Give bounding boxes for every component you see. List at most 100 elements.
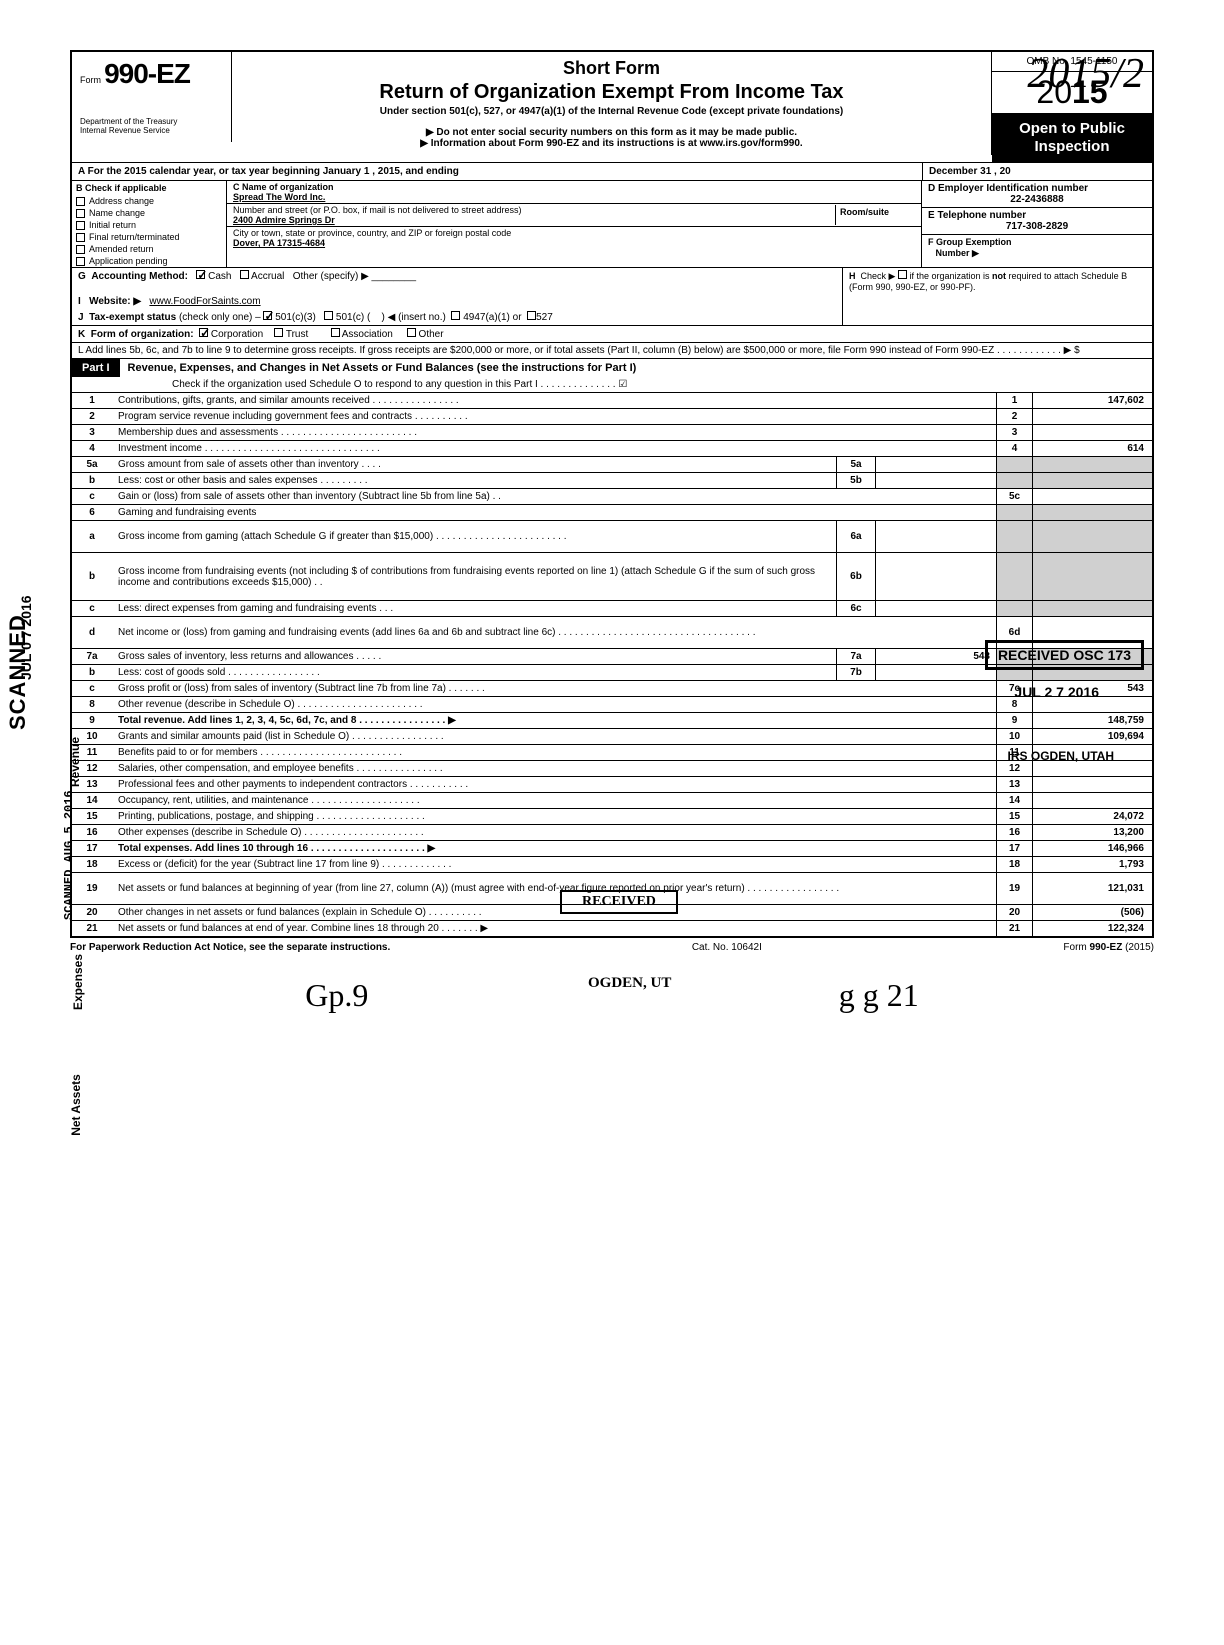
calendar-year-end: December 31 , 20 [922,163,1152,180]
side-label-net-assets: Net Assets [69,1074,83,1136]
check-cash[interactable] [196,270,205,279]
check-pending[interactable] [76,257,85,266]
form-number: 990-EZ [104,58,190,89]
desc-1: Contributions, gifts, grants, and simila… [112,393,996,408]
label-amended: Amended return [89,244,154,254]
check-association[interactable] [331,328,340,337]
received-stamp: RECEIVED [560,890,678,914]
desc-19: Net assets or fund balances at beginning… [112,873,996,904]
num-19: 19 [72,873,112,904]
check-initial[interactable] [76,221,85,230]
phone: 717-308-2829 [928,221,1146,232]
label-org-name: C Name of organization [233,182,334,192]
check-501c3[interactable] [263,311,272,320]
desc-10: Grants and similar amounts paid (list in… [112,729,996,744]
desc-6a: Gross income from gaming (attach Schedul… [112,521,836,552]
desc-2: Program service revenue including govern… [112,409,996,424]
side-label-revenue: Revenue [68,737,82,787]
desc-9: Total revenue. Add lines 1, 2, 3, 4, 5c,… [112,713,996,728]
check-name[interactable] [76,209,85,218]
box-15: 15 [996,809,1032,824]
num-5b: b [72,473,112,488]
irs-ogden-stamp: IRS OGDEN, UTAH [998,745,1124,767]
inval-7b [876,665,996,680]
desc-5b: Less: cost or other basis and sales expe… [112,473,836,488]
address: 2400 Admire Springs Dr [233,215,335,225]
val-16: 13,200 [1032,825,1152,840]
box-20: 20 [996,905,1032,920]
info-ssn: ▶ Do not enter social security numbers o… [240,127,983,138]
check-address[interactable] [76,197,85,206]
num-7c: c [72,681,112,696]
box-6-shade [996,505,1032,520]
val-2 [1032,409,1152,424]
num-6c: c [72,601,112,616]
desc-7a: Gross sales of inventory, less returns a… [112,649,836,664]
desc-17: Total expenses. Add lines 10 through 16 … [112,841,996,856]
num-3: 3 [72,425,112,440]
row-a-calendar-year: A For the 2015 calendar year, or tax yea… [70,163,1154,181]
inval-5a [876,457,996,472]
col-b-checkboxes: B Check if applicable Address change Nam… [72,181,227,267]
desc-6b: Gross income from fundraising events (no… [112,553,836,600]
box-21: 21 [996,921,1032,936]
num-14: 14 [72,793,112,808]
accounting-method: G Accounting Method: Cash Accrual Other … [72,268,842,294]
num-17: 17 [72,841,112,856]
check-final[interactable] [76,233,85,242]
row-j: J Tax-exempt status (check only one) – 5… [70,309,1154,326]
val-19: 121,031 [1032,873,1152,904]
check-other[interactable] [407,328,416,337]
desc-5a: Gross amount from sale of assets other t… [112,457,836,472]
website: I Website: ▶ www.FoodForSaints.com [72,294,842,309]
check-corporation[interactable] [199,328,208,337]
num-6: 6 [72,505,112,520]
footer-form: Form 990-EZ (2015) [1063,942,1154,953]
inbox-5b: 5b [836,473,876,488]
val-9: 148,759 [1032,713,1152,728]
check-schedule-b[interactable] [898,270,907,279]
label-address-change: Address change [89,196,154,206]
box-19: 19 [996,873,1032,904]
check-trust[interactable] [274,328,283,337]
col-c-org-info: C Name of organization Spread The Word I… [227,181,922,267]
row-i: I Website: ▶ www.FoodForSaints.com [70,294,1154,309]
num-5c: c [72,489,112,504]
check-501c[interactable] [324,311,333,320]
check-527[interactable] [527,311,536,320]
val-13 [1032,777,1152,792]
val-6c-shade [1032,601,1152,616]
row-h-schedule-b: H Check ▶ if the organization is not req… [842,268,1152,294]
sig-mid: Gp.9 [305,977,368,1014]
desc-6d: Net income or (loss) from gaming and fun… [112,617,996,648]
box-1: 1 [996,393,1032,408]
box-2: 2 [996,409,1032,424]
box-6c-shade [996,601,1032,616]
num-2: 2 [72,409,112,424]
box-17: 17 [996,841,1032,856]
num-6d: d [72,617,112,648]
org-name: Spread The Word Inc. [233,192,325,202]
box-3: 3 [996,425,1032,440]
tax-exempt-status: J Tax-exempt status (check only one) – 5… [72,309,842,325]
val-5a-shade [1032,457,1152,472]
desc-21: Net assets or fund balances at end of ye… [112,921,996,936]
desc-15: Printing, publications, postage, and shi… [112,809,996,824]
val-14 [1032,793,1152,808]
col-b-header: B Check if applicable [72,181,226,195]
val-5b-shade [1032,473,1152,488]
num-18: 18 [72,857,112,872]
num-7b: b [72,665,112,680]
handwritten-year: 2015/2 [1027,50,1144,98]
dept-treasury: Department of the TreasuryInternal Reven… [80,118,223,136]
box-13: 13 [996,777,1032,792]
check-amended[interactable] [76,245,85,254]
num-6a: a [72,521,112,552]
sig-right: g g 21 [839,977,919,1014]
desc-16: Other expenses (describe in Schedule O) … [112,825,996,840]
desc-7b: Less: cost of goods sold . . . . . . . .… [112,665,836,680]
check-4947[interactable] [451,311,460,320]
val-20: (506) [1032,905,1152,920]
num-6b: b [72,553,112,600]
check-accrual[interactable] [240,270,249,279]
